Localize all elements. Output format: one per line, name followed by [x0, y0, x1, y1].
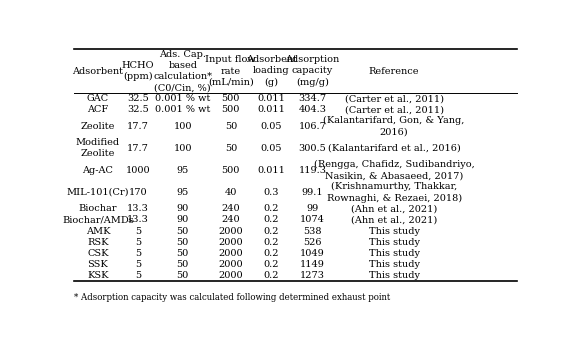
Text: 0.2: 0.2: [263, 238, 279, 247]
Text: 17.7: 17.7: [127, 122, 149, 131]
Text: 0.011: 0.011: [257, 166, 285, 175]
Text: 32.5: 32.5: [127, 105, 149, 114]
Text: 90: 90: [177, 205, 189, 213]
Text: 106.7: 106.7: [298, 122, 327, 131]
Text: ACF: ACF: [87, 105, 108, 114]
Text: 2000: 2000: [219, 271, 243, 280]
Text: 1049: 1049: [300, 249, 325, 258]
Text: 1149: 1149: [300, 260, 325, 268]
Text: Ads. Cap.
based
calculation*
(C0/Cin, %): Ads. Cap. based calculation* (C0/Cin, %): [153, 50, 212, 92]
Text: Modified
Zeolite: Modified Zeolite: [76, 138, 120, 158]
Text: 0.011: 0.011: [257, 105, 285, 114]
Text: 50: 50: [177, 249, 189, 258]
Text: 32.5: 32.5: [127, 94, 149, 103]
Text: (Kalantarifard, Gon, & Yang,
2016): (Kalantarifard, Gon, & Yang, 2016): [323, 116, 465, 136]
Text: 95: 95: [177, 166, 189, 175]
Text: 526: 526: [304, 238, 322, 247]
Text: Input flow
rate
(mL/min): Input flow rate (mL/min): [205, 55, 256, 87]
Text: 5: 5: [135, 260, 141, 268]
Text: * Adsorption capacity was calculated following determined exhaust point: * Adsorption capacity was calculated fol…: [74, 293, 391, 302]
Text: (Carter et al., 2011): (Carter et al., 2011): [344, 105, 444, 114]
Text: 500: 500: [222, 166, 240, 175]
Text: 50: 50: [177, 226, 189, 236]
Text: 0.2: 0.2: [263, 260, 279, 268]
Text: Adsorption
capacity
(mg/g): Adsorption capacity (mg/g): [286, 55, 340, 87]
Text: HCHO
(ppm): HCHO (ppm): [122, 61, 154, 81]
Text: 240: 240: [222, 215, 240, 224]
Text: This study: This study: [369, 226, 419, 236]
Text: 2000: 2000: [219, 260, 243, 268]
Text: 40: 40: [224, 188, 237, 197]
Text: 0.011: 0.011: [257, 94, 285, 103]
Text: 334.7: 334.7: [298, 94, 327, 103]
Text: Biochar: Biochar: [78, 205, 117, 213]
Text: Adsorbent: Adsorbent: [72, 66, 123, 76]
Text: (Rengga, Chafidz, Sudibandriyo,
Nasikin, & Abasaeed, 2017): (Rengga, Chafidz, Sudibandriyo, Nasikin,…: [314, 160, 474, 181]
Text: 240: 240: [222, 205, 240, 213]
Text: 100: 100: [174, 122, 192, 131]
Text: Ag-AC: Ag-AC: [83, 166, 113, 175]
Text: 5: 5: [135, 238, 141, 247]
Text: 0.001 % wt: 0.001 % wt: [155, 105, 211, 114]
Text: 0.2: 0.2: [263, 205, 279, 213]
Text: 90: 90: [177, 215, 189, 224]
Text: 2000: 2000: [219, 226, 243, 236]
Text: 95: 95: [177, 188, 189, 197]
Text: 0.05: 0.05: [260, 144, 282, 153]
Text: This study: This study: [369, 260, 419, 268]
Text: 13.3: 13.3: [127, 205, 149, 213]
Text: CSK: CSK: [87, 249, 108, 258]
Text: (Kalantarifard et al., 2016): (Kalantarifard et al., 2016): [328, 144, 460, 153]
Text: 300.5: 300.5: [299, 144, 327, 153]
Text: 50: 50: [225, 144, 237, 153]
Text: 0.2: 0.2: [263, 226, 279, 236]
Text: (Ahn et al., 2021): (Ahn et al., 2021): [351, 205, 437, 213]
Text: This study: This study: [369, 249, 419, 258]
Text: MIL-101(Cr): MIL-101(Cr): [66, 188, 129, 197]
Text: 99.1: 99.1: [302, 188, 323, 197]
Text: 0.2: 0.2: [263, 249, 279, 258]
Text: 0.3: 0.3: [263, 188, 279, 197]
Text: 50: 50: [177, 271, 189, 280]
Text: 13.3: 13.3: [127, 215, 149, 224]
Text: 5: 5: [135, 271, 141, 280]
Text: 170: 170: [129, 188, 147, 197]
Text: 1074: 1074: [300, 215, 325, 224]
Text: RSK: RSK: [87, 238, 108, 247]
Text: 2000: 2000: [219, 238, 243, 247]
Text: Biochar/AMDs: Biochar/AMDs: [62, 215, 134, 224]
Text: 5: 5: [135, 226, 141, 236]
Text: 5: 5: [135, 249, 141, 258]
Text: 100: 100: [174, 144, 192, 153]
Text: 119.3: 119.3: [298, 166, 327, 175]
Text: KSK: KSK: [87, 271, 108, 280]
Text: This study: This study: [369, 271, 419, 280]
Text: (Krishnamurthy, Thakkar,
Rownaghi, & Rezaei, 2018): (Krishnamurthy, Thakkar, Rownaghi, & Rez…: [327, 182, 462, 202]
Text: Zeolite: Zeolite: [81, 122, 115, 131]
Text: This study: This study: [369, 238, 419, 247]
Text: SSK: SSK: [88, 260, 108, 268]
Text: 50: 50: [177, 260, 189, 268]
Text: 0.2: 0.2: [263, 271, 279, 280]
Text: 500: 500: [222, 105, 240, 114]
Text: (Ahn et al., 2021): (Ahn et al., 2021): [351, 215, 437, 224]
Text: 50: 50: [177, 238, 189, 247]
Text: 404.3: 404.3: [298, 105, 327, 114]
Text: Reference: Reference: [369, 66, 419, 76]
Text: 2000: 2000: [219, 249, 243, 258]
Text: 0.001 % wt: 0.001 % wt: [155, 94, 211, 103]
Text: 50: 50: [225, 122, 237, 131]
Text: 0.2: 0.2: [263, 215, 279, 224]
Text: (Carter et al., 2011): (Carter et al., 2011): [344, 94, 444, 103]
Text: AMK: AMK: [85, 226, 110, 236]
Text: 500: 500: [222, 94, 240, 103]
Text: 538: 538: [304, 226, 322, 236]
Text: Adsorbent
loading
(g): Adsorbent loading (g): [246, 55, 297, 87]
Text: 17.7: 17.7: [127, 144, 149, 153]
Text: 1000: 1000: [126, 166, 151, 175]
Text: GAC: GAC: [87, 94, 109, 103]
Text: 1273: 1273: [300, 271, 325, 280]
Text: 99: 99: [306, 205, 319, 213]
Text: 0.05: 0.05: [260, 122, 282, 131]
